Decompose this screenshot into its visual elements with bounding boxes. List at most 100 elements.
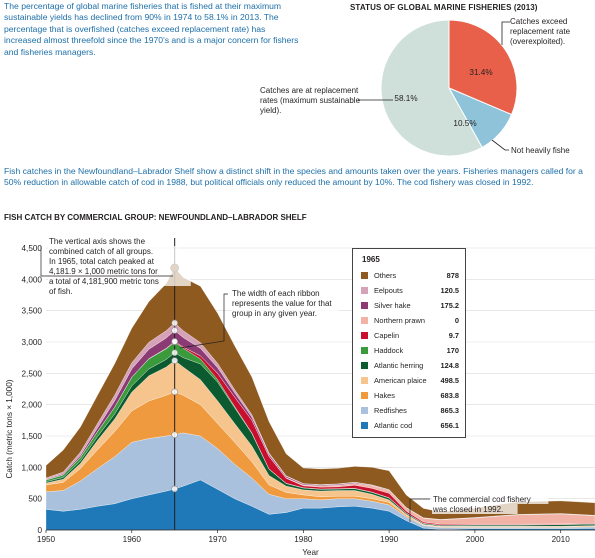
x-tick-label: 1970 (208, 535, 227, 544)
legend-value: 170 (446, 346, 459, 355)
legend-value: 9.7 (448, 331, 459, 340)
legend-label: Capelin (374, 331, 400, 340)
legend-swatch (361, 272, 368, 279)
legend-value: 865.3 (440, 406, 460, 415)
legend-swatch (361, 317, 368, 324)
annotation-vertical-axis: combined catch of all groups. (49, 247, 153, 256)
legend-value: 124.8 (440, 361, 460, 370)
highlight-marker (171, 357, 178, 364)
pie-slice-replacement (380, 19, 483, 157)
x-tick-label: 1980 (294, 535, 313, 544)
legend-item: American plaice 498.5 (361, 376, 459, 386)
chart-title: FISH CATCH BY COMMERCIAL GROUP: NEWFOUND… (4, 213, 307, 222)
pie-note-text: Not heavily fished (511, 146, 570, 155)
legend-item: Capelin 9.7 (361, 331, 459, 341)
annotation-vertical-axis: 4,181.9 × 1,000 metric tons for (49, 267, 158, 276)
x-tick-label: 2000 (466, 535, 485, 544)
pie-chart-title: STATUS OF GLOBAL MARINE FISHERIES (2013) (350, 3, 538, 12)
legend-label: Northern prawn (374, 316, 425, 325)
y-tick-label: 2,500 (22, 369, 43, 378)
x-tick-label: 1960 (123, 535, 142, 544)
legend-swatch (361, 347, 368, 354)
x-axis-title: Year (302, 548, 319, 557)
highlight-marker (171, 431, 178, 438)
legend-item: Silver hake 175.2 (361, 301, 459, 311)
legend-value: 498.5 (440, 376, 460, 385)
legend-value: 0 (454, 316, 459, 325)
pie-note-text: yield). (260, 106, 281, 115)
legend-label: Atlantic herring (374, 361, 424, 370)
legend-value: 120.5 (440, 286, 460, 295)
annotation-vertical-axis-bg (48, 236, 169, 246)
annotation-ribbon-width: The width of each ribbon (232, 289, 320, 298)
legend-swatch (361, 422, 368, 429)
y-tick-label: 1,000 (22, 463, 43, 472)
pie-note-text: (overexploited). (510, 37, 565, 46)
y-tick-label: 0 (37, 526, 42, 535)
highlight-marker (171, 327, 178, 334)
pie-chart: 31.4% 10.5% 58.1% Catches are at replacemen… (260, 17, 570, 157)
annotation-ribbon-width-bg (231, 308, 339, 318)
legend-swatch (361, 362, 368, 369)
stacked-area-chart: 0 500 1,000 1,500 2,000 2,500 3,000 3,500 4,000 4… (5, 236, 595, 557)
context-paragraph: Fish catches in the Newfoundland–Labrado… (4, 166, 583, 188)
y-tick-label: 2,000 (22, 401, 43, 410)
highlight-marker (171, 349, 178, 357)
y-tick-label: 1,500 (22, 432, 43, 441)
legend-item: Hakes 683.8 (361, 391, 459, 401)
annotation-vertical-axis-bg (48, 256, 182, 266)
highlight-marker (171, 485, 178, 493)
highlight-marker (171, 338, 178, 345)
legend-label: Redfishes (374, 406, 407, 415)
annotation-vertical-axis-bg (48, 276, 191, 286)
annotation-vertical-axis: of fish. (49, 287, 73, 296)
legend-value: 683.8 (440, 391, 460, 400)
legend-value: 878 (446, 271, 459, 280)
annotation-cod-closure: was closed in 1992. (432, 505, 503, 514)
legend-label: Hakes (374, 391, 395, 400)
legend-label: Eelpouts (374, 286, 403, 295)
pie-note-leader (491, 139, 509, 151)
annotation-vertical-axis: In 1965, total catch peaked at (49, 257, 155, 266)
annotation-vertical-axis: a total of 4,181,900 metric tons (49, 277, 159, 286)
annotation-leader (409, 498, 430, 522)
highlight-marker (171, 319, 178, 327)
pie-slice-label: 58.1% (394, 94, 417, 103)
annotation-cod-closure-bg (432, 494, 549, 504)
annotation-ribbon-width: group in any given year. (232, 309, 317, 318)
annotation-leader (179, 293, 228, 349)
legend-item: Atlantic herring 124.8 (361, 361, 459, 371)
intro-paragraph: The percentage of global marine fisherie… (4, 1, 299, 57)
legend-label: Atlantic cod (374, 421, 413, 430)
legend-year: 1965 (362, 255, 380, 264)
legend-swatch (361, 287, 368, 294)
legend-item: Redfishes 865.3 (361, 406, 459, 416)
pie-note-leader (501, 21, 510, 45)
legend-swatch (361, 302, 368, 309)
legend-item: Northern prawn 0 (361, 316, 459, 326)
legend-label: Silver hake (374, 301, 411, 310)
legend-label: American plaice (374, 376, 427, 385)
pie-slice-label: 31.4% (469, 68, 492, 77)
x-tick-label: 1990 (380, 535, 399, 544)
annotation-vertical-axis-bg (48, 286, 86, 296)
annotation-leader (40, 246, 173, 277)
legend-label: Haddock (374, 346, 404, 355)
annotation-ribbon-width-bg (231, 288, 339, 298)
annotation-cod-closure: The commercial cod fishery (433, 495, 531, 504)
area-others (45, 267, 595, 520)
y-tick-label: 500 (28, 495, 42, 504)
pie-note-text: Catches are at replacement (260, 86, 359, 95)
annotation-cod-closure-bg (432, 504, 518, 514)
legend-item: Atlantic cod 656.1 (361, 421, 459, 431)
legend-label: Others (374, 271, 397, 280)
legend-swatch (361, 377, 368, 384)
y-tick-label: 4,000 (22, 275, 43, 284)
y-tick-label: 4,500 (22, 244, 43, 253)
legend: 1965 Others 878 Eelpouts 120.5 Silver hake 17… (352, 248, 466, 438)
x-tick-label: 1950 (37, 535, 56, 544)
pie-note-text: Catches exceed (510, 17, 567, 26)
legend-swatch (361, 332, 368, 339)
pie-slice-overexploited (448, 19, 518, 116)
y-tick-label: 3,500 (22, 307, 43, 316)
